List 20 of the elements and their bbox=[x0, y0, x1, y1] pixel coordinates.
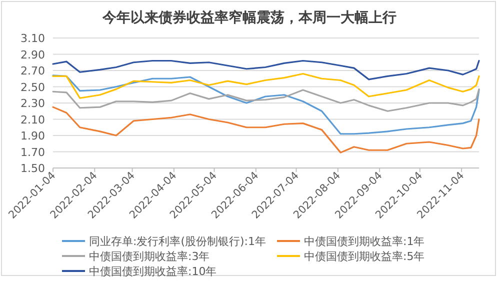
y-tick-label: 2.90 bbox=[20, 48, 45, 62]
y-tick-label: 1.90 bbox=[20, 130, 45, 142]
line-series bbox=[52, 72, 480, 99]
legend-label: 中债国债到期收益率:1年 bbox=[304, 235, 425, 248]
line-series bbox=[52, 74, 480, 135]
legend-label: 中债国债到期收益率:5年 bbox=[304, 250, 425, 263]
y-tick-label: 1.50 bbox=[20, 162, 45, 175]
y-tick-label: 2.10 bbox=[20, 113, 45, 126]
y-tick-label: 1.70 bbox=[20, 146, 45, 159]
y-tick-label: 2.70 bbox=[20, 64, 45, 78]
y-tick-label: 2.50 bbox=[20, 80, 45, 94]
legend-label: 中债国债到期收益率:10年 bbox=[89, 265, 217, 278]
legend-label: 同业存单:发行利率(股份制银行):1年 bbox=[89, 235, 266, 248]
line-series bbox=[52, 88, 480, 112]
y-tick-label: 2.30 bbox=[20, 97, 45, 110]
line-series bbox=[52, 60, 480, 80]
y-tick-label: 3.10 bbox=[20, 32, 45, 45]
chart-title: 今年以来债券收益率窄幅震荡，本周一大幅上行 bbox=[102, 9, 396, 26]
legend-label: 中债国债到期收益率:3年 bbox=[89, 250, 210, 263]
line-series bbox=[52, 106, 480, 154]
